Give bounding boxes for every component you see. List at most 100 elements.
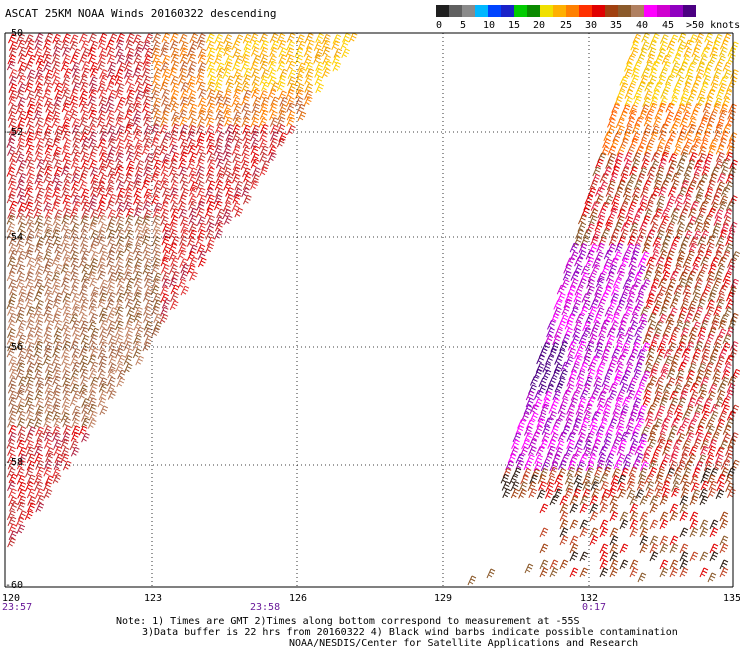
wind-barb xyxy=(206,138,216,149)
wind-barb xyxy=(638,109,648,120)
wind-barb xyxy=(135,90,144,101)
wind-barb xyxy=(638,319,648,330)
wind-barb xyxy=(692,348,702,359)
wind-barb xyxy=(115,250,125,260)
wind-barb xyxy=(78,425,88,436)
wind-barb xyxy=(250,61,259,71)
wind-barb xyxy=(559,519,569,530)
colorbar-swatch xyxy=(657,5,670,17)
wind-barb xyxy=(15,257,25,267)
wind-barb xyxy=(617,474,627,485)
wind-barb xyxy=(7,328,16,338)
wind-barb xyxy=(586,285,595,296)
wind-barb xyxy=(278,132,288,142)
wind-barb xyxy=(582,327,591,337)
wind-barb xyxy=(650,305,660,316)
wind-barb xyxy=(24,432,34,443)
wind-barb xyxy=(700,439,709,450)
wind-barb xyxy=(581,299,591,310)
wind-barb xyxy=(8,174,17,185)
wind-barb xyxy=(574,411,584,422)
wind-barb xyxy=(502,488,511,499)
wind-barb xyxy=(25,446,35,457)
wind-barb xyxy=(79,244,89,254)
wind-barb xyxy=(72,166,82,176)
wind-barb xyxy=(70,376,79,387)
wind-barb xyxy=(681,481,691,491)
wind-barb xyxy=(669,535,679,546)
wind-barb xyxy=(27,285,36,296)
wind-barb xyxy=(89,258,99,269)
wind-barb xyxy=(16,433,26,443)
wind-barb xyxy=(721,404,730,415)
wind-barb xyxy=(672,439,682,450)
wind-barb xyxy=(16,439,26,450)
wind-barb xyxy=(658,186,667,197)
wind-barb xyxy=(712,342,722,353)
wind-barb xyxy=(649,503,659,514)
wind-barb xyxy=(634,445,644,456)
wind-barb xyxy=(608,299,618,309)
wind-barb xyxy=(69,34,79,45)
wind-barb xyxy=(585,341,594,352)
wind-barb xyxy=(141,68,151,78)
wind-barb xyxy=(15,144,25,155)
wind-barb xyxy=(628,109,638,120)
wind-barb xyxy=(604,313,614,324)
wind-barb xyxy=(134,306,143,317)
wind-barb xyxy=(626,383,636,393)
wind-barb xyxy=(573,236,583,247)
wind-barb xyxy=(610,292,619,303)
wind-barb xyxy=(622,396,631,407)
wind-barb xyxy=(7,383,17,394)
wind-barb xyxy=(566,439,575,450)
wind-barb xyxy=(589,535,599,546)
wind-barb xyxy=(42,263,52,274)
wind-barb xyxy=(133,130,143,141)
wind-barb xyxy=(654,146,664,157)
wind-barb xyxy=(297,62,306,73)
wind-barb xyxy=(143,193,153,204)
wind-barb xyxy=(703,214,713,225)
wind-barb xyxy=(604,221,614,232)
wind-barb xyxy=(528,488,538,499)
wind-barb xyxy=(180,263,190,274)
wind-barb xyxy=(599,473,608,484)
wind-barb xyxy=(78,257,88,268)
wind-barb xyxy=(565,257,575,268)
wind-barb xyxy=(715,118,725,129)
colorbar-swatch xyxy=(579,5,592,17)
wind-barb xyxy=(502,467,512,478)
wind-barb xyxy=(250,117,260,128)
wind-barb xyxy=(526,454,535,464)
wind-barb xyxy=(35,117,44,127)
wind-barb xyxy=(613,251,622,262)
wind-barb xyxy=(115,116,124,127)
wind-barb xyxy=(180,145,190,155)
wind-barb xyxy=(720,467,729,478)
wind-barb xyxy=(135,236,144,246)
wind-barb xyxy=(34,327,43,338)
wind-barb xyxy=(188,186,198,197)
wind-barb xyxy=(51,256,61,267)
wind-barb xyxy=(26,39,35,50)
wind-barb xyxy=(655,166,665,177)
wind-barb xyxy=(589,208,599,219)
wind-barb xyxy=(142,75,152,86)
wind-barb xyxy=(645,411,654,422)
wind-barb xyxy=(151,83,161,94)
wind-barb xyxy=(33,110,43,121)
wind-barb xyxy=(554,474,563,485)
wind-barb xyxy=(223,46,232,57)
wind-barb xyxy=(585,249,595,260)
wind-barb xyxy=(719,229,728,239)
wind-barb xyxy=(162,104,172,114)
wind-barb xyxy=(634,146,644,156)
wind-barb xyxy=(701,166,711,176)
wind-barb xyxy=(608,418,618,429)
wind-barb xyxy=(716,356,725,366)
wind-barb xyxy=(132,244,142,255)
wind-barb xyxy=(8,496,17,507)
wind-barb xyxy=(622,285,631,296)
wind-barb xyxy=(222,202,232,212)
